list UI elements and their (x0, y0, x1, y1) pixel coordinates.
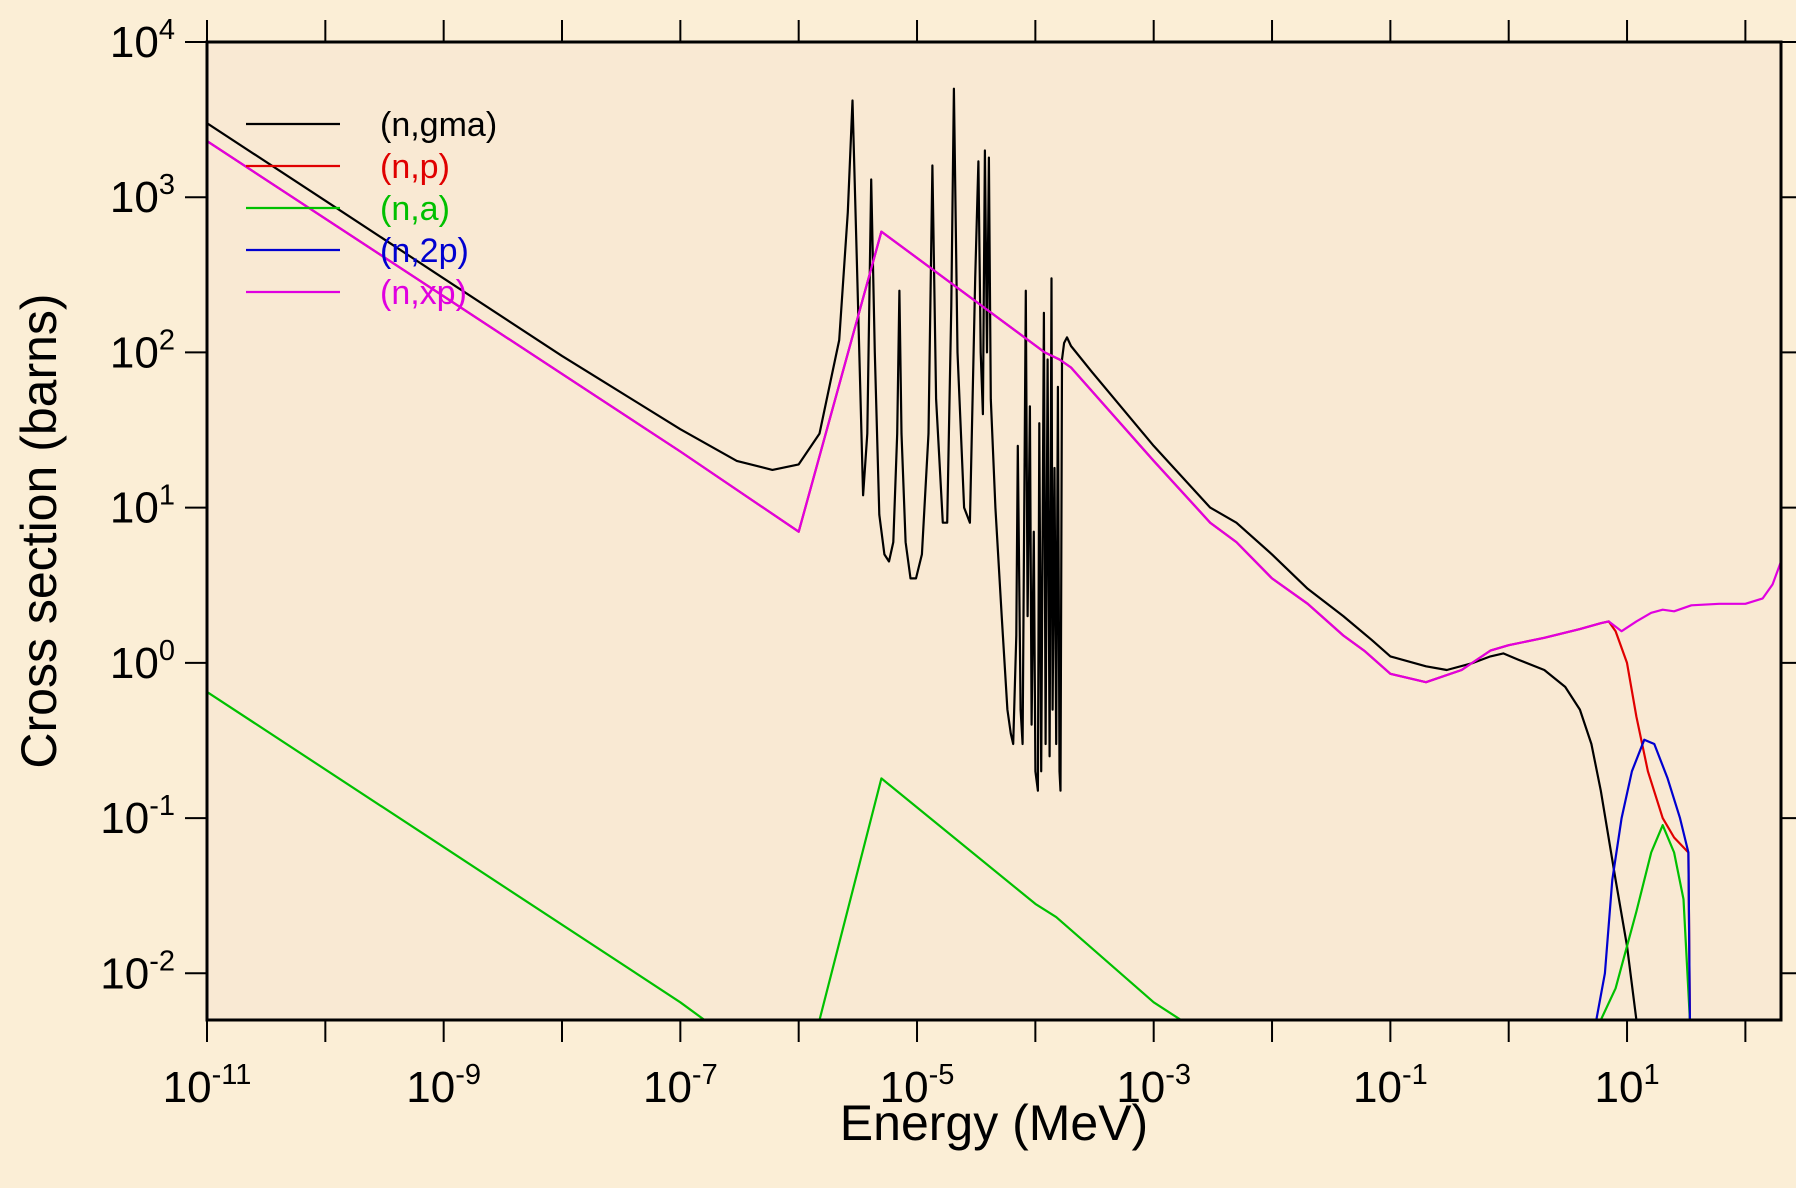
series-layer (206, 87, 1783, 1022)
x-tick-label: 10-1 (1353, 1059, 1428, 1112)
y-tick-label: 102 (110, 324, 175, 377)
legend: (n,gma) (n,p) (n,a) (n,2p) (n,xp) (246, 106, 497, 312)
y-tick-label: 104 (110, 14, 175, 67)
y-tick-label: 10-1 (100, 790, 175, 843)
x-tick-label: 10-5 (880, 1059, 955, 1112)
legend-label: (n,gma) (380, 106, 497, 144)
plot-area (207, 42, 1781, 1020)
y-tick-label: 101 (110, 480, 175, 533)
legend-label: (n,a) (380, 190, 450, 228)
y-axis-title: Cross section (barns) (11, 293, 67, 768)
x-tick-label: 10-7 (643, 1059, 718, 1112)
x-tick-label: 10-9 (406, 1059, 481, 1112)
series-line-n-xp (206, 140, 1783, 684)
legend-label: (n,xp) (380, 274, 467, 312)
y-tick-label: 10-2 (100, 945, 175, 998)
y-tick-label: 100 (110, 635, 175, 688)
axis-ticks (185, 20, 1796, 1042)
y-tick-label: 103 (110, 169, 175, 222)
plot-frame (205, 40, 1783, 1022)
x-tick-label: 10-3 (1116, 1059, 1191, 1112)
series-line-n-a (206, 690, 1691, 1022)
legend-label: (n,p) (380, 148, 450, 186)
series-line-n-gma (206, 87, 1638, 1021)
series-line-n-2p (207, 738, 1781, 1022)
tick-labels: 10-11 10-9 10-7 10-5 10-3 10-1 101 104 103 102 101… (100, 14, 1659, 1112)
legend-label: (n,2p) (380, 232, 469, 270)
x-tick-label: 101 (1594, 1059, 1659, 1112)
x-axis-title: Energy (MeV) (840, 1095, 1148, 1151)
x-tick-label: 10-11 (163, 1059, 252, 1112)
